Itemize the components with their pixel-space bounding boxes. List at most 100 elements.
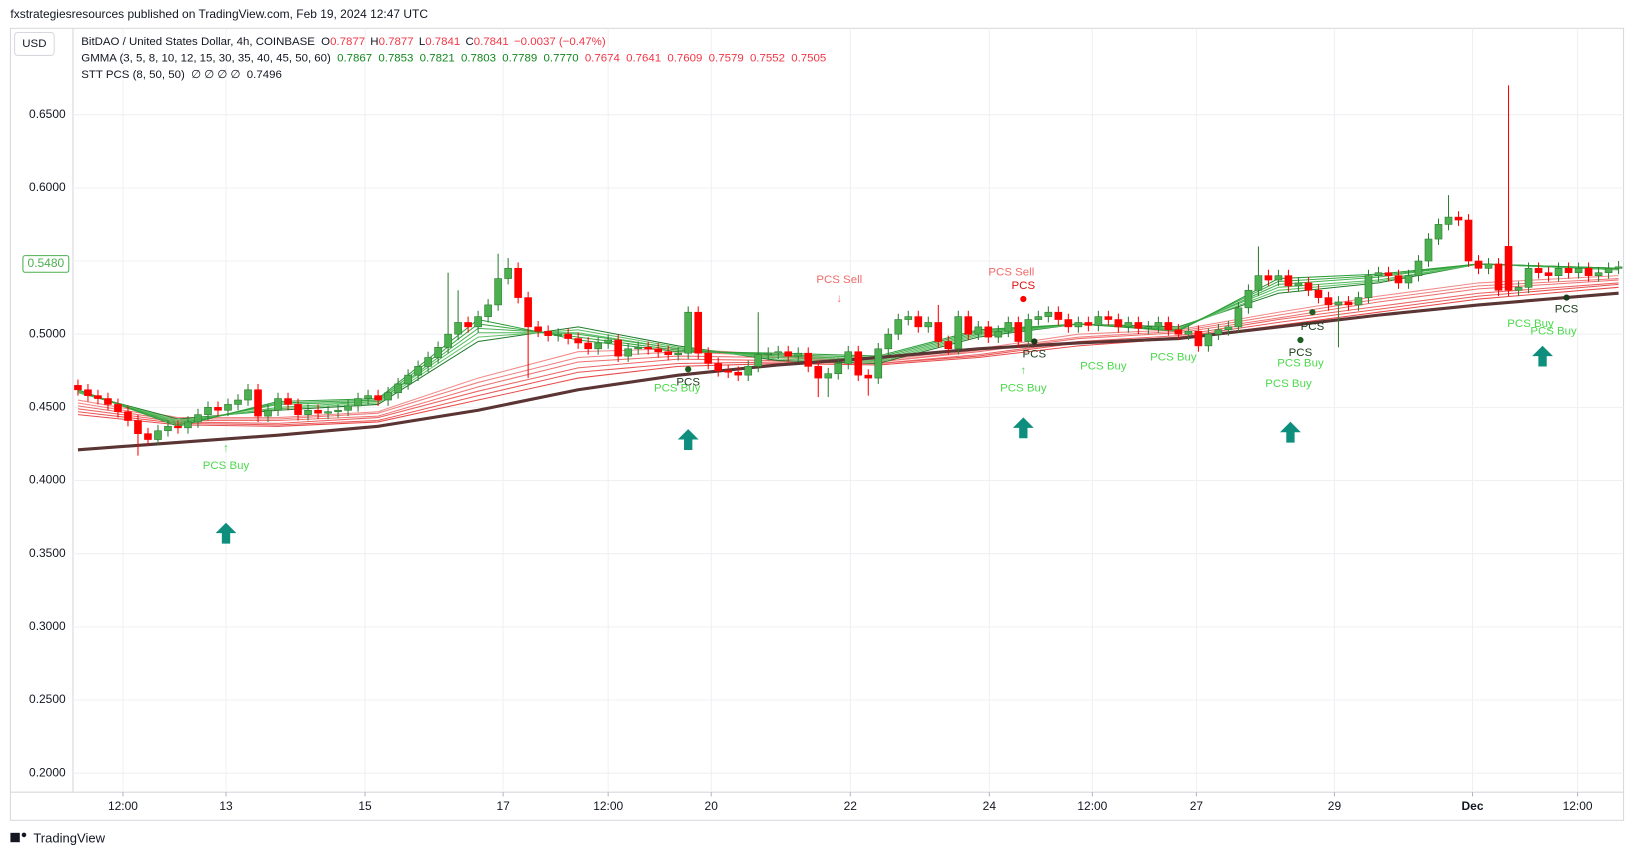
candle-body [504,268,512,279]
gmma-value: 0.7579 [709,53,744,65]
candle-body [144,433,152,440]
candle-body [1534,268,1543,274]
candle-body [344,405,352,411]
candle-body [684,311,693,354]
signal-label: PCS Buy [1530,325,1577,337]
signal-label: ↓ [836,293,842,305]
candle-body [1014,322,1023,342]
candle-body [484,304,492,317]
candle-body [1334,301,1343,306]
candle-body [184,421,192,429]
ohlc-label: L [419,36,425,48]
signal-dot [1563,294,1570,301]
candle-body [1214,329,1223,335]
plot-area: 0.65000.60000.55000.50000.45000.40000.35… [10,28,1624,813]
signal-label: ↑ [223,442,229,454]
gmma-line [77,263,1619,427]
signal-dot [1309,309,1316,316]
candle-body [424,357,432,367]
candle-body [1374,272,1383,276]
candle-body [864,374,873,379]
signal-label: PCS [1289,347,1313,359]
gmma-line [77,286,1619,427]
signal-label: PCS [1301,321,1325,333]
signal-dot [1297,336,1304,344]
candle-body [1394,275,1403,284]
y-tick-label: 0.4500 [29,400,66,414]
x-tick-label: 12:00 [1077,799,1107,813]
change: −0.0037 (−0.47%) [514,36,606,48]
candle-body [174,426,182,429]
candle-body [74,385,82,391]
candle-body [1264,275,1273,281]
gmma-value: 0.7674 [585,53,621,65]
candle-body [1404,275,1413,284]
candle-body [1604,268,1613,274]
candle-body [874,348,883,379]
candle-body [284,398,292,405]
last-price-tag [22,255,70,273]
signal-label: PCS Buy [203,460,250,472]
candle-body [984,326,993,338]
candle-body [404,374,412,385]
logo-dot [21,832,27,838]
candle-body [564,333,572,339]
x-tick-label: 27 [1190,799,1204,813]
candle-body [124,411,132,421]
candle-body [1224,326,1233,331]
candle-body [324,411,332,414]
y-tick-label: 0.6500 [29,107,66,121]
candle-body [224,404,232,411]
candle-body [904,316,913,320]
candle-body [264,409,272,417]
candle-body [744,366,753,376]
gmma-line [77,263,1619,420]
candle-body [1044,311,1053,317]
candle-body [1034,316,1043,320]
candle-body [724,370,733,373]
candle-body [1514,287,1523,291]
gmma-value: 0.7552 [750,53,785,65]
candle-body [994,330,1003,338]
candle-body [824,373,833,379]
candle-body [194,414,202,423]
candle-body [834,363,843,374]
candle-body [314,409,322,414]
candle-body [1524,268,1533,288]
candle-body [524,297,532,328]
ohlc-value: 0.7841 [425,36,460,48]
signal-label: PCS Buy [1265,378,1312,390]
candle-body [1354,297,1363,306]
x-tick-label: 20 [705,799,719,813]
gmma-value: 0.7609 [667,53,702,65]
candle-body [714,363,723,372]
ohlc-value: 0.7841 [474,36,509,48]
candle-body [894,319,903,335]
gmma-value: 0.7821 [420,53,455,65]
candle-body [924,322,933,328]
legend-stt-line: STT PCS (8, 50, 50) ∅ ∅ ∅ ∅ 0.7496 [81,69,282,81]
candle-body [474,316,482,328]
stt-value: 0.7496 [247,69,282,81]
candle-body [614,339,622,357]
candle-body [664,351,673,355]
candle-body [274,398,282,411]
gmma-value: 0.7641 [626,53,661,65]
candle-body [464,322,472,328]
candle-body [304,409,312,415]
candle-body [1054,311,1063,320]
candle-body [384,392,392,401]
candle-body [514,268,522,298]
candle-body [954,316,963,350]
candle-body [1074,322,1083,328]
candle-body [1104,316,1113,320]
candle-body [604,339,612,344]
candle-body [584,342,592,350]
footer-logo: TradingView [10,831,106,846]
candle-body [1544,272,1553,276]
candle-body [414,366,422,376]
ohlc-label: C [465,36,473,48]
candle-body [1584,268,1593,276]
candle-body [84,389,92,396]
